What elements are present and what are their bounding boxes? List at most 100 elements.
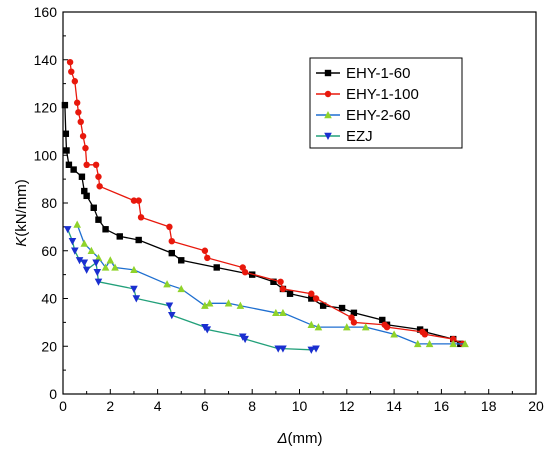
data-point	[73, 220, 81, 228]
data-point	[279, 285, 287, 293]
data-point	[163, 280, 171, 288]
data-point	[90, 204, 97, 211]
x-tick-label: 0	[59, 398, 67, 414]
data-point	[203, 326, 212, 334]
data-point	[135, 236, 142, 244]
data-point	[81, 187, 88, 195]
data-point	[130, 285, 138, 293]
data-point	[102, 226, 109, 233]
data-point	[307, 320, 316, 328]
y-tick-label: 160	[34, 4, 58, 20]
legend-entry: EZJ	[316, 128, 373, 145]
x-axis-symbol: Δ	[276, 430, 287, 447]
data-point	[350, 319, 358, 326]
data-point	[165, 302, 174, 310]
data-point	[279, 308, 287, 317]
y-tick-label: 120	[34, 100, 58, 116]
data-point	[236, 301, 245, 309]
data-point	[421, 331, 429, 338]
data-point	[130, 265, 138, 274]
data-point	[348, 314, 355, 321]
legend: EHY-1-60 EHY-1-100 EHY-2-60 EZJ	[309, 57, 463, 149]
x-tick-label: 16	[434, 398, 450, 414]
series-EZJ	[63, 226, 320, 354]
data-point	[224, 299, 233, 307]
y-tick-label: 0	[49, 386, 57, 402]
y-tick-label: 100	[34, 147, 58, 163]
data-point	[63, 226, 72, 234]
data-point	[343, 323, 351, 331]
x-tick-label: 2	[106, 398, 114, 414]
data-point	[213, 264, 220, 271]
data-point	[106, 256, 115, 264]
data-point	[75, 257, 84, 265]
data-point	[205, 299, 214, 307]
data-point	[92, 259, 100, 267]
data-point	[279, 345, 287, 353]
data-point	[201, 301, 209, 309]
data-point	[82, 144, 89, 152]
y-tick-label: 60	[41, 243, 57, 259]
legend-entry: EHY-2-60	[316, 107, 410, 124]
data-point	[168, 249, 175, 257]
legend-label: EHY-1-100	[346, 86, 419, 103]
data-point	[77, 118, 84, 126]
data-point	[241, 269, 249, 276]
data-point	[130, 197, 138, 204]
data-point	[168, 238, 175, 245]
data-point	[167, 312, 176, 320]
legend-label: EZJ	[346, 128, 373, 145]
data-point	[450, 335, 457, 343]
x-tick-label: 10	[292, 398, 308, 414]
data-point	[94, 253, 103, 262]
y-axis-symbol: K	[13, 236, 30, 247]
data-point	[178, 257, 185, 264]
data-point	[101, 263, 110, 271]
data-point	[80, 259, 89, 267]
data-point	[82, 266, 91, 274]
data-point	[286, 290, 294, 297]
data-point	[449, 339, 458, 348]
data-point	[70, 166, 77, 173]
data-point	[61, 101, 69, 109]
data-point	[383, 323, 391, 331]
data-point	[201, 247, 209, 254]
data-point	[95, 216, 102, 223]
data-point	[324, 132, 332, 140]
data-point	[239, 264, 246, 271]
data-point	[68, 68, 75, 75]
data-point	[80, 239, 89, 247]
data-point	[277, 278, 284, 285]
data-point	[324, 111, 332, 119]
data-point	[312, 295, 320, 302]
data-point	[94, 278, 103, 286]
data-point	[116, 233, 123, 240]
data-point	[307, 346, 316, 354]
y-axis-unit: (kN/mm)	[13, 179, 30, 236]
data-point	[62, 130, 70, 137]
data-point	[92, 161, 100, 168]
data-point	[312, 345, 320, 353]
data-point	[204, 254, 211, 262]
data-point	[66, 58, 74, 66]
x-tick-label: 4	[154, 398, 162, 414]
data-point	[308, 295, 315, 302]
data-point	[75, 109, 82, 116]
svg-text:K(kN/mm): K(kN/mm)	[13, 179, 30, 247]
series-EHY-2-60	[73, 220, 469, 348]
x-tick-label: 18	[481, 398, 497, 414]
data-point	[93, 269, 102, 277]
data-point	[319, 302, 327, 309]
data-point	[425, 339, 434, 348]
data-point	[79, 132, 87, 140]
data-point	[272, 308, 280, 317]
data-point	[324, 69, 332, 77]
x-tick-label: 20	[528, 398, 544, 414]
y-tick-label: 80	[41, 195, 57, 211]
data-point	[338, 304, 346, 312]
data-point	[96, 183, 103, 190]
svg-text:Δ(mm): Δ(mm)	[276, 430, 322, 447]
data-point	[65, 161, 73, 168]
data-point	[350, 309, 358, 317]
data-point	[68, 238, 77, 246]
